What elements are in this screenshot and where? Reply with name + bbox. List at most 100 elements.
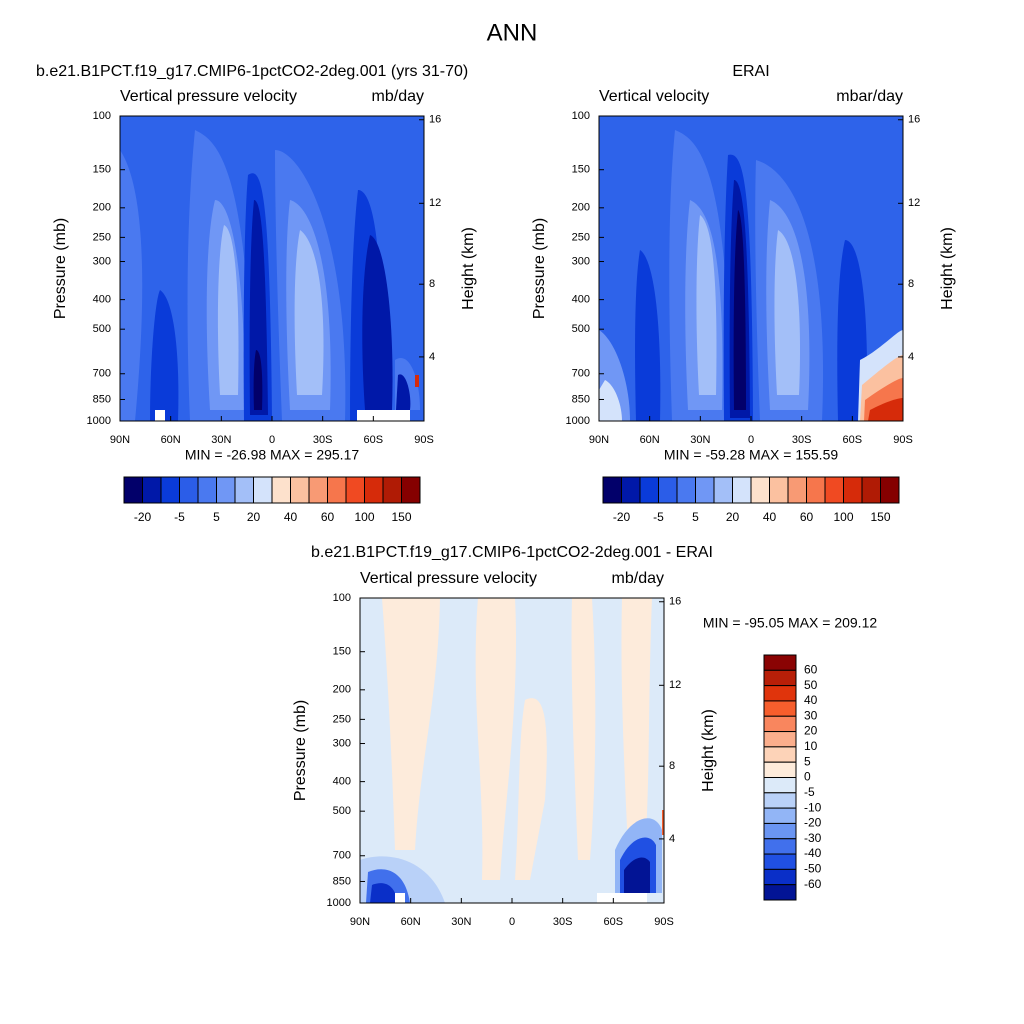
colorbar-label: 150 bbox=[870, 510, 890, 524]
colorbar-box bbox=[763, 685, 797, 702]
y-tick-label: 200 bbox=[333, 684, 351, 696]
y2-tick-label: 8 bbox=[429, 278, 435, 290]
colorbar-label: -20 bbox=[804, 816, 822, 830]
x-tick-label: 60S bbox=[364, 434, 384, 446]
colorbar-box bbox=[763, 654, 797, 671]
colorbar-box bbox=[824, 476, 844, 504]
colorbar-label: 60 bbox=[800, 510, 814, 524]
y-tick-label: 1000 bbox=[87, 415, 111, 427]
y2-tick-label: 12 bbox=[429, 197, 441, 209]
colorbar-label: -30 bbox=[804, 831, 822, 845]
colorbar-box bbox=[308, 476, 328, 504]
y-tick-label: 700 bbox=[572, 368, 590, 380]
colorbar-box bbox=[806, 476, 826, 504]
y-tick-label: 850 bbox=[333, 875, 351, 887]
y2-axis-label: Height (km) bbox=[939, 227, 956, 310]
y-tick-label: 150 bbox=[572, 164, 590, 176]
colorbar-label: 100 bbox=[354, 510, 374, 524]
panel-title: ERAI bbox=[732, 63, 769, 80]
y2-tick-label: 4 bbox=[429, 351, 435, 363]
colorbar-label: 150 bbox=[391, 510, 411, 524]
colorbar-box bbox=[763, 715, 797, 733]
colorbar-label: 5 bbox=[213, 510, 220, 524]
y2-tick-label: 16 bbox=[908, 114, 920, 126]
x-tick-label: 60S bbox=[604, 916, 624, 928]
colorbar-box bbox=[179, 476, 199, 504]
y-tick-label: 850 bbox=[572, 393, 590, 405]
y2-tick-label: 16 bbox=[669, 596, 681, 608]
colorbar-box bbox=[763, 792, 797, 809]
colorbar-label: 30 bbox=[804, 708, 818, 722]
y-tick-label: 500 bbox=[333, 805, 351, 817]
x-tick-label: 30S bbox=[553, 916, 573, 928]
colorbar-box bbox=[253, 476, 273, 504]
right-label: mbar/day bbox=[836, 88, 903, 105]
stats-label: MIN = -59.28 MAX = 155.59 bbox=[664, 447, 839, 463]
colorbar-box bbox=[602, 476, 622, 504]
colorbar-label: -40 bbox=[804, 846, 822, 860]
colorbar-box bbox=[142, 476, 162, 504]
left-label: Vertical pressure velocity bbox=[120, 88, 297, 105]
y-tick-label: 500 bbox=[572, 323, 590, 335]
x-tick-label: 30N bbox=[211, 434, 231, 446]
y-tick-label: 300 bbox=[572, 255, 590, 267]
colorbar-box bbox=[763, 746, 797, 763]
colorbar-label: 50 bbox=[804, 678, 818, 692]
x-tick-label: 90N bbox=[350, 916, 370, 928]
colorbar-label: -5 bbox=[653, 510, 664, 524]
colorbar-box bbox=[345, 476, 365, 504]
colorbar-label: 0 bbox=[804, 770, 811, 784]
y-tick-label: 700 bbox=[93, 368, 111, 380]
contour-field bbox=[360, 598, 664, 903]
y-tick-label: 400 bbox=[572, 294, 590, 306]
x-tick-label: 30S bbox=[792, 434, 812, 446]
panel-title: b.e21.B1PCT.f19_g17.CMIP6-1pctCO2-2deg.0… bbox=[36, 63, 468, 80]
colorbar-label: 100 bbox=[833, 510, 853, 524]
stats-label: MIN = -95.05 MAX = 209.12 bbox=[703, 615, 878, 631]
colorbar-box bbox=[763, 807, 797, 824]
y2-tick-label: 12 bbox=[669, 679, 681, 691]
colorbar-label: -20 bbox=[134, 510, 152, 524]
colorbar-box bbox=[732, 476, 752, 504]
y-tick-label: 250 bbox=[333, 713, 351, 725]
x-tick-label: 90N bbox=[589, 434, 609, 446]
y-tick-label: 300 bbox=[93, 255, 111, 267]
colorbar-label: 60 bbox=[804, 662, 818, 676]
y2-tick-label: 8 bbox=[669, 760, 675, 772]
x-tick-label: 0 bbox=[509, 916, 515, 928]
colorbar-box bbox=[763, 761, 797, 778]
colorbar-label: -20 bbox=[613, 510, 631, 524]
x-tick-label: 60N bbox=[640, 434, 660, 446]
x-tick-label: 90S bbox=[893, 434, 913, 446]
y-axis-label: Pressure (mb) bbox=[292, 700, 309, 801]
colorbar-box bbox=[621, 476, 641, 504]
colorbar-label: 5 bbox=[804, 754, 811, 768]
colorbar-box bbox=[763, 777, 797, 794]
colorbar-box bbox=[234, 476, 254, 504]
x-tick-label: 60N bbox=[401, 916, 421, 928]
colorbar-box bbox=[763, 884, 797, 901]
y-tick-label: 850 bbox=[93, 393, 111, 405]
y2-axis-label: Height (km) bbox=[700, 709, 717, 792]
y-tick-label: 1000 bbox=[566, 415, 590, 427]
right-label: mb/day bbox=[612, 570, 664, 587]
y-tick-label: 250 bbox=[93, 231, 111, 243]
x-tick-label: 60N bbox=[161, 434, 181, 446]
colorbar-box bbox=[327, 476, 347, 504]
colorbar-box bbox=[197, 476, 217, 504]
colorbar-label: 20 bbox=[804, 724, 818, 738]
colorbar-label: 40 bbox=[804, 693, 818, 707]
x-tick-label: 60S bbox=[843, 434, 863, 446]
colorbar-box bbox=[763, 838, 797, 855]
colorbar-box bbox=[880, 476, 900, 504]
colorbar-box bbox=[861, 476, 881, 504]
y-tick-label: 250 bbox=[572, 231, 590, 243]
y-tick-label: 100 bbox=[572, 110, 590, 122]
y-tick-label: 200 bbox=[572, 202, 590, 214]
left-label: Vertical pressure velocity bbox=[360, 570, 537, 587]
colorbar-box bbox=[763, 731, 797, 748]
y2-tick-label: 16 bbox=[429, 114, 441, 126]
colorbar-box bbox=[658, 476, 678, 504]
y2-axis-label: Height (km) bbox=[460, 227, 477, 310]
